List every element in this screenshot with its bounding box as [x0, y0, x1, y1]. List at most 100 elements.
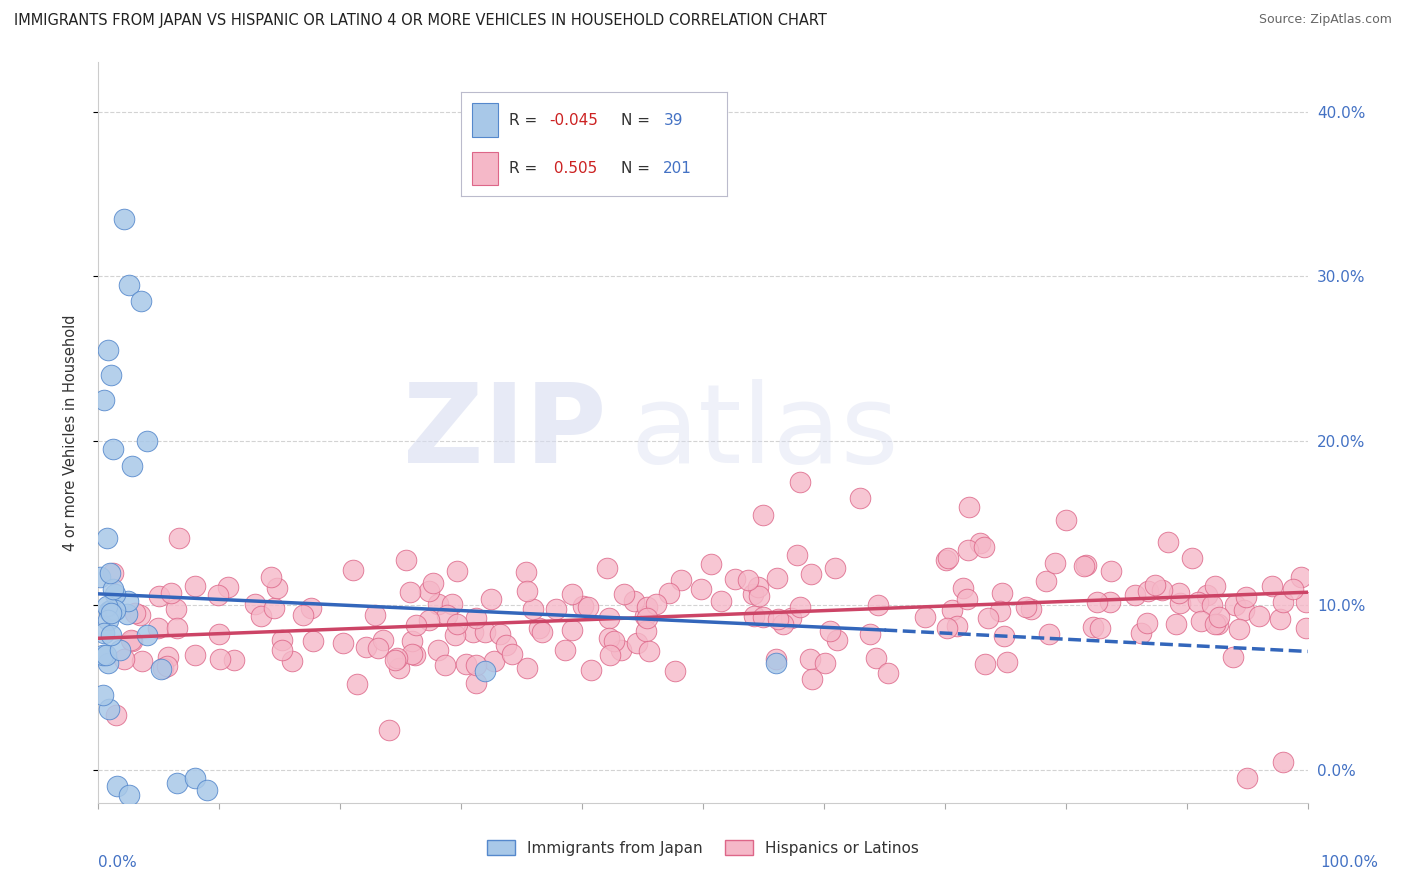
Point — [399, 585, 422, 599]
Point — [1295, 621, 1317, 635]
Point — [516, 661, 538, 675]
Point — [849, 491, 872, 506]
Point — [531, 624, 554, 639]
Point — [957, 500, 980, 514]
Point — [1136, 584, 1159, 599]
Point — [1168, 586, 1191, 600]
Point — [645, 598, 668, 612]
Point — [1181, 550, 1204, 565]
Point — [405, 618, 427, 632]
Point — [1015, 599, 1038, 614]
Point — [1085, 595, 1108, 609]
Point — [1035, 574, 1057, 588]
Point — [1099, 595, 1122, 609]
Point — [112, 211, 135, 226]
Point — [100, 566, 122, 580]
Point — [973, 540, 995, 554]
Point — [571, 599, 593, 613]
Point — [1090, 621, 1112, 635]
Point — [105, 780, 128, 794]
Point — [522, 601, 544, 615]
Point — [623, 594, 645, 608]
Point — [598, 632, 620, 646]
Point — [482, 654, 505, 668]
Point — [166, 776, 188, 790]
Point — [96, 599, 118, 613]
Point — [441, 597, 464, 611]
Point — [474, 664, 496, 678]
Point — [422, 575, 444, 590]
Point — [690, 582, 713, 596]
Point — [97, 613, 120, 627]
Point — [150, 663, 173, 677]
Point — [103, 582, 125, 597]
Point — [1054, 513, 1077, 527]
Point — [1197, 588, 1219, 602]
Point — [866, 599, 889, 613]
Point — [1249, 609, 1271, 624]
Point — [1150, 583, 1173, 598]
Point — [129, 608, 152, 623]
Point — [101, 442, 124, 456]
Point — [1260, 579, 1282, 593]
Point — [120, 632, 142, 647]
Point — [710, 594, 733, 608]
Text: 100.0%: 100.0% — [1320, 855, 1378, 870]
Point — [371, 632, 394, 647]
Point — [89, 570, 111, 584]
Point — [93, 392, 115, 407]
Point — [1045, 556, 1067, 570]
Point — [495, 639, 517, 653]
Point — [112, 652, 135, 666]
Point — [515, 566, 537, 580]
Point — [207, 589, 229, 603]
Point — [1074, 558, 1097, 572]
Point — [436, 607, 458, 622]
Point — [723, 572, 745, 586]
Point — [1204, 616, 1226, 631]
Point — [97, 657, 120, 671]
Point — [596, 560, 619, 574]
Point — [131, 654, 153, 668]
Point — [598, 611, 620, 625]
Point — [825, 633, 848, 648]
Point — [636, 600, 658, 615]
Point — [184, 579, 207, 593]
Point — [165, 602, 187, 616]
Point — [104, 586, 127, 600]
Point — [98, 604, 121, 618]
Point — [974, 657, 997, 672]
Point — [387, 651, 409, 665]
Point — [780, 610, 803, 624]
Point — [1019, 602, 1042, 616]
Point — [1143, 577, 1166, 591]
Point — [1136, 616, 1159, 631]
Point — [342, 563, 364, 577]
Point — [183, 648, 205, 663]
Point — [1156, 535, 1178, 549]
Point — [98, 702, 121, 716]
Point — [737, 573, 759, 587]
Point — [957, 542, 980, 557]
Point — [1236, 771, 1258, 785]
Point — [395, 553, 418, 567]
Point — [789, 600, 811, 615]
Point — [544, 601, 567, 615]
Point — [969, 536, 991, 550]
Point — [118, 277, 141, 292]
Point — [561, 624, 583, 638]
Point — [118, 788, 141, 802]
Point — [613, 587, 636, 601]
Point — [96, 532, 118, 546]
Point — [752, 610, 775, 624]
Point — [877, 665, 900, 680]
Point — [100, 368, 122, 382]
Point — [818, 624, 841, 639]
Point — [427, 597, 450, 611]
Point — [1272, 595, 1295, 609]
Point — [936, 621, 959, 635]
Point — [634, 624, 657, 639]
Point — [579, 663, 602, 677]
Point — [501, 647, 523, 661]
Point — [1189, 614, 1212, 628]
